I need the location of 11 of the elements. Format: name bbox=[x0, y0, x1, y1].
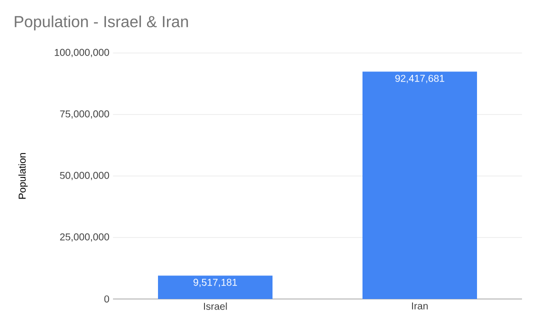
data-label: 92,417,681 bbox=[395, 74, 444, 84]
y-tick-label: 75,000,000 bbox=[60, 110, 110, 119]
y-tick-label: 50,000,000 bbox=[60, 172, 110, 180]
x-tick-label: Iran bbox=[412, 302, 428, 310]
y-tick-label: 25,000,000 bbox=[60, 233, 110, 242]
y-tick-label: 0 bbox=[104, 295, 110, 303]
y-axis-title: Population bbox=[18, 153, 28, 199]
chart-title: Population - Israel & Iran bbox=[14, 16, 188, 30]
x-tick-label: Israel bbox=[204, 302, 227, 310]
data-label: 9,517,181 bbox=[194, 278, 237, 288]
y-tick-label: 100,000,000 bbox=[54, 48, 110, 58]
